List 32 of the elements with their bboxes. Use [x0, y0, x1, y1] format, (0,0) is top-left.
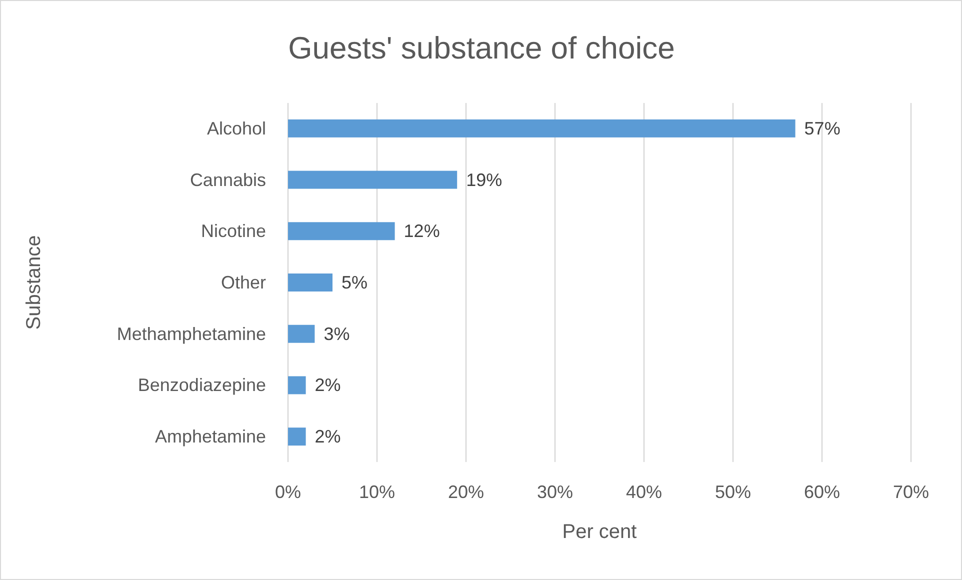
y-tick-label: Alcohol	[206, 118, 266, 138]
x-tick-label: 40%	[626, 482, 662, 502]
x-tick-label: 10%	[358, 482, 396, 502]
y-tick-label: Benzodiazepine	[138, 375, 266, 396]
x-axis-title: Per cent	[562, 521, 638, 543]
bar	[288, 222, 395, 240]
x-tick-label: 30%	[536, 482, 574, 502]
bar	[288, 274, 332, 292]
y-tick-label: Methamphetamine	[116, 324, 266, 344]
y-tick-label: Other	[220, 272, 266, 292]
data-label: 5%	[342, 272, 368, 292]
data-label: 19%	[466, 170, 502, 190]
x-tick-label: 0%	[274, 482, 302, 502]
bar	[288, 376, 306, 394]
x-tick-label: 50%	[714, 482, 752, 502]
data-label: 2%	[314, 426, 341, 447]
y-tick-label: Amphetamine	[154, 426, 266, 447]
x-tick-label: 60%	[804, 482, 840, 502]
data-label: 2%	[314, 375, 341, 396]
bar	[288, 170, 458, 189]
data-label: 3%	[324, 324, 350, 344]
bar	[288, 119, 796, 138]
y-tick-label: Nicotine	[200, 221, 266, 242]
bar	[288, 324, 315, 343]
chart-title: Guests' substance of choice	[288, 30, 675, 66]
y-axis-title: Substance	[23, 235, 45, 330]
data-label: 12%	[404, 221, 440, 242]
bar	[288, 428, 306, 446]
x-tick-label: 20%	[448, 482, 484, 502]
y-tick-label: Cannabis	[190, 170, 266, 190]
data-label: 57%	[804, 118, 840, 138]
x-tick-label: 70%	[892, 482, 930, 502]
